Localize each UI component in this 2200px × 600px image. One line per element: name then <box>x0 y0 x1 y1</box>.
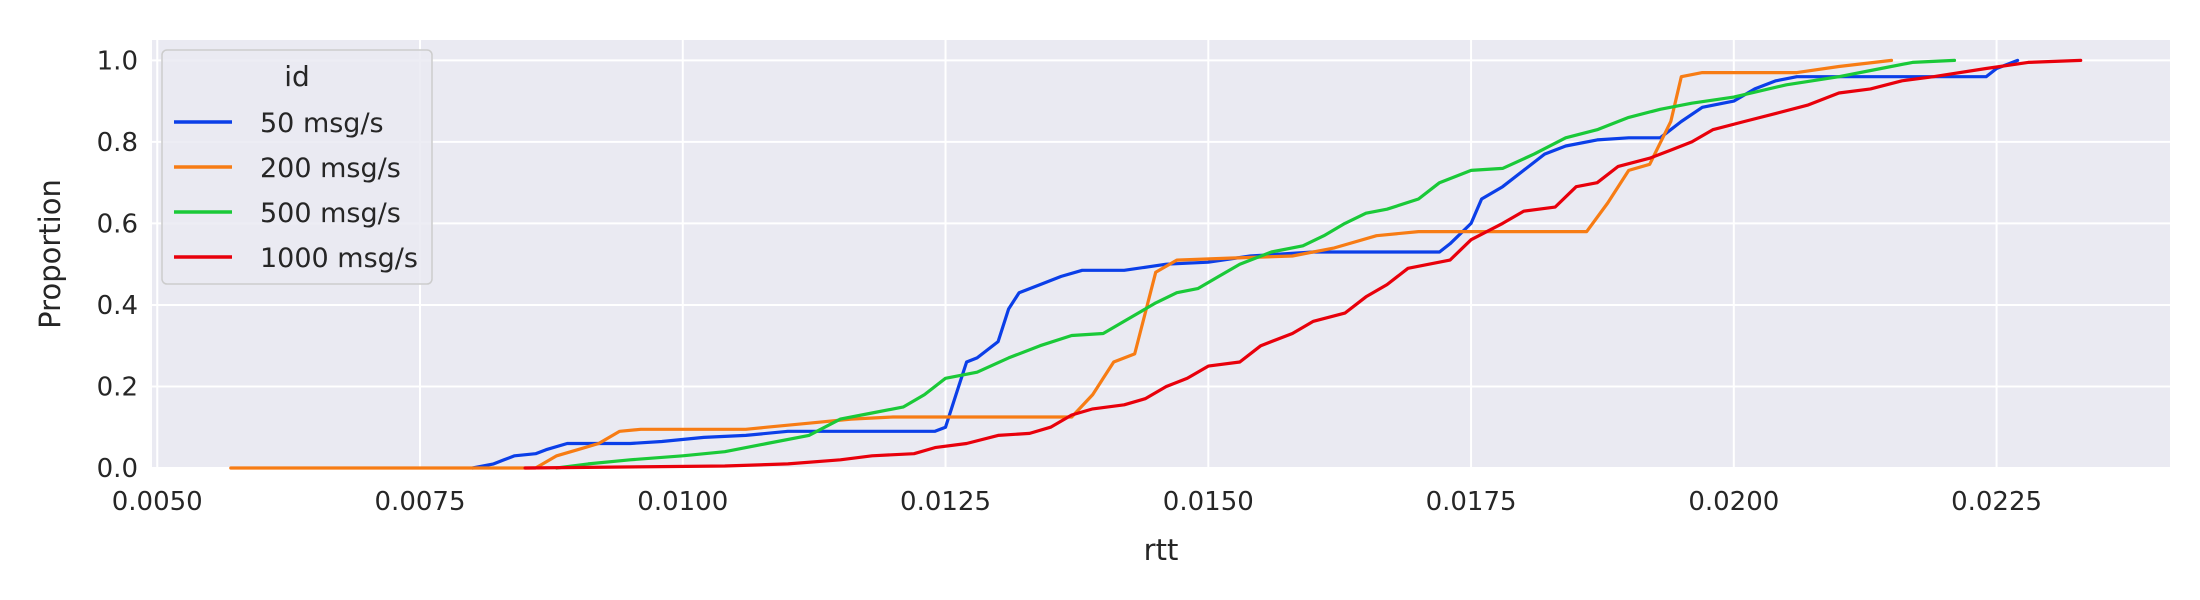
legend-items: 50 msg/s 200 msg/s 500 msg/s 1000 msg/s <box>174 108 418 274</box>
legend-label: 50 msg/s <box>260 108 384 139</box>
y-tick-label: 0.6 <box>97 209 138 239</box>
y-tick-label: 0.8 <box>97 128 138 158</box>
series-line-0 <box>471 58 2020 470</box>
series-lines <box>229 58 2083 470</box>
x-tick-label: 0.0200 <box>1688 487 1779 517</box>
plot-background <box>152 40 2170 468</box>
x-tick-label: 0.0150 <box>1163 487 1254 517</box>
x-axis-title: rtt <box>1144 533 1179 567</box>
x-tick-label: 0.0175 <box>1426 487 1517 517</box>
y-tick-label: 1.0 <box>97 46 138 76</box>
y-tick-label: 0.0 <box>97 454 138 484</box>
x-tick-labels: 0.0050 0.0075 0.0100 0.0125 0.0150 0.0175 0.02… <box>112 487 2042 517</box>
legend-label: 500 msg/s <box>260 198 401 229</box>
y-tick-label: 0.2 <box>97 372 138 402</box>
x-tick-label: 0.0100 <box>637 487 728 517</box>
x-tick-label: 0.0225 <box>1951 487 2042 517</box>
y-tick-labels: 0.0 0.2 0.4 0.6 0.8 1.0 <box>97 46 138 484</box>
legend: id 50 msg/s 200 msg/s 500 msg/s 1000 msg/s <box>161 49 433 285</box>
y-tick-label: 0.4 <box>97 291 138 321</box>
legend-label: 1000 msg/s <box>260 243 418 274</box>
x-tick-label: 0.0075 <box>375 487 466 517</box>
grid-lines <box>152 40 2170 469</box>
y-axis-title: Proportion <box>33 179 67 329</box>
legend-box <box>161 49 433 285</box>
series-line-3 <box>523 58 2083 470</box>
series-line-1 <box>229 58 1894 470</box>
legend-label: 200 msg/s <box>260 153 401 184</box>
legend-title: id <box>284 60 310 93</box>
series-line-2 <box>555 58 1957 470</box>
x-tick-label: 0.0125 <box>900 487 991 517</box>
x-tick-label: 0.0050 <box>112 487 203 517</box>
